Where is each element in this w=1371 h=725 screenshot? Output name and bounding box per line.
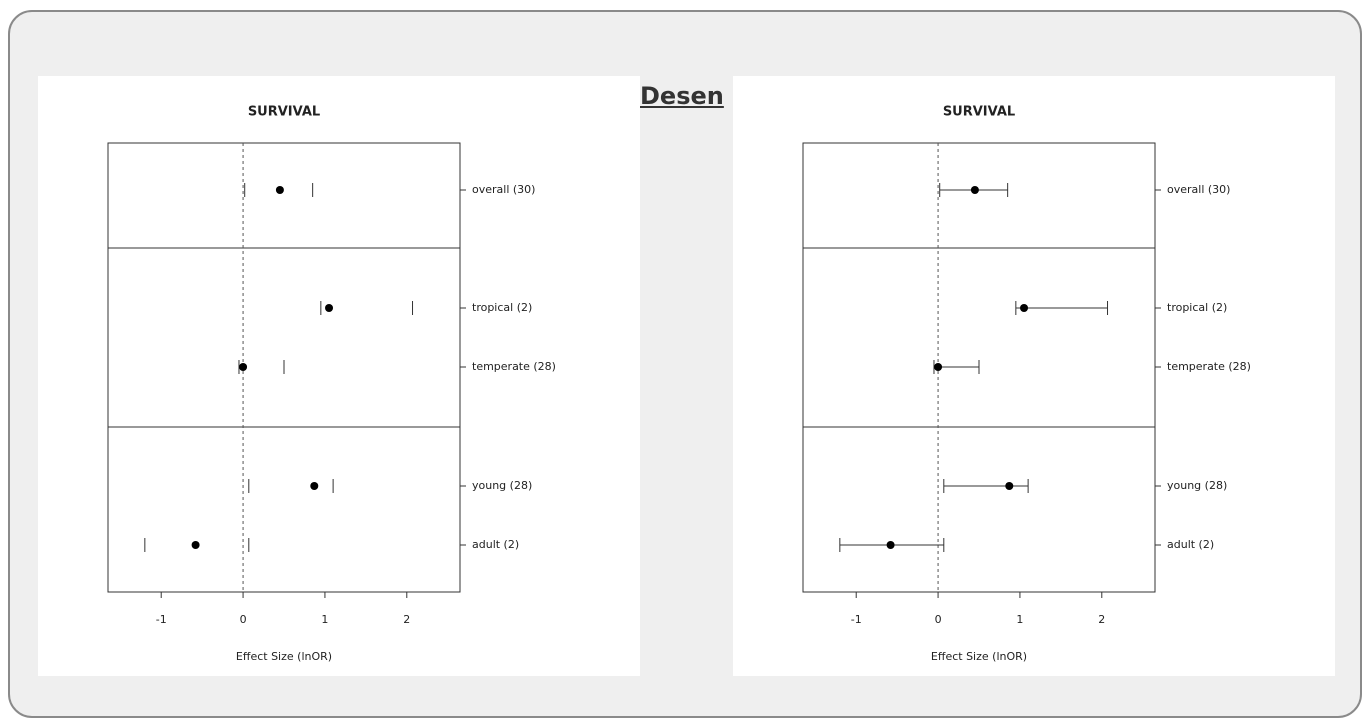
point [1005,482,1014,490]
point [239,363,248,371]
x-tick-label: -1 [156,613,167,626]
y-tick-label: tropical (2) [1167,301,1227,314]
y-tick-label: tropical (2) [472,301,532,314]
x-axis-label: Effect Size (lnOR) [931,650,1027,663]
link[interactable]: Desen [640,82,724,110]
y-tick-label: temperate (28) [1167,360,1251,373]
y-tick-label: overall (30) [472,183,535,196]
point [275,186,284,194]
y-tick-label: temperate (28) [472,360,556,373]
x-tick-label: 2 [403,613,410,626]
chart: SURVIVAL -1 0 1 2 Effect Size (lnOR) overall (… [38,76,640,676]
chart: SURVIVAL -1 0 1 2 Effect Size (lnOR) overall (… [733,76,1335,676]
x-tick-label: 2 [1098,613,1105,626]
x-tick-label: -1 [851,613,862,626]
y-tick-label: adult (2) [472,538,519,551]
x-tick-label: 0 [240,613,247,626]
chart-title: SURVIVAL [248,105,320,120]
y-tick-label: adult (2) [1167,538,1214,551]
x-tick-label: 0 [935,613,942,626]
point [1020,304,1029,312]
x-axis-label: Effect Size (lnOR) [236,650,332,663]
point [325,304,334,312]
point [970,186,979,194]
y-tick-label: young (28) [472,479,532,492]
point [934,363,943,371]
point [886,541,895,549]
x-tick-label: 1 [321,613,328,626]
x-tick-label: 1 [1016,613,1023,626]
y-tick-label: overall (30) [1167,183,1230,196]
point [191,541,200,549]
y-tick-label: young (28) [1167,479,1227,492]
point [310,482,319,490]
chart-title: SURVIVAL [943,105,1015,120]
